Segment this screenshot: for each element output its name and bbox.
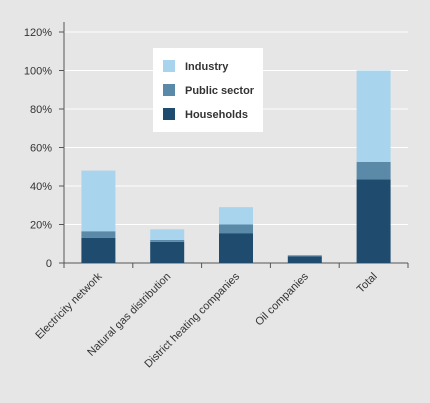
- legend-label: Households: [185, 109, 248, 121]
- y-tick-label: 60%: [30, 143, 52, 155]
- bar-segment-industry: [219, 207, 253, 225]
- y-tick-label: 80%: [30, 104, 52, 116]
- bars: [81, 70, 391, 263]
- bar-segment-public-sector: [219, 224, 253, 234]
- x-category-label: Total: [355, 271, 380, 296]
- bar-segment-industry: [356, 70, 391, 162]
- axes: [59, 22, 409, 268]
- bar-segment-households: [219, 233, 253, 263]
- bar-segment-households: [287, 256, 322, 263]
- y-tick-label: 120%: [24, 27, 52, 39]
- x-category-label: Oil companies: [253, 270, 311, 328]
- y-tick-label: 40%: [30, 181, 52, 193]
- bar-segment-public-sector: [81, 231, 116, 238]
- bar-segment-public-sector: [356, 161, 391, 180]
- legend-swatch-industry: [163, 60, 175, 72]
- bar-segment-public-sector: [287, 255, 322, 257]
- y-tick-label: 0: [46, 258, 52, 270]
- bar-segment-households: [356, 179, 391, 263]
- legend-swatch-public-sector: [163, 84, 175, 96]
- legend-label: Public sector: [185, 85, 255, 97]
- bar-segment-households: [81, 237, 116, 263]
- bar-segment-households: [150, 241, 185, 263]
- bar-segment-industry: [150, 229, 185, 240]
- legend: Industry Public sector Households: [153, 48, 263, 132]
- bar-segment-public-sector: [150, 239, 185, 242]
- y-tick-label: 100%: [24, 66, 52, 78]
- bar-segment-industry: [81, 170, 116, 232]
- legend-label: Industry: [185, 61, 229, 73]
- legend-swatch-households: [163, 108, 175, 120]
- x-category-label: Electricity network: [33, 270, 105, 342]
- y-tick-label: 20%: [30, 220, 52, 232]
